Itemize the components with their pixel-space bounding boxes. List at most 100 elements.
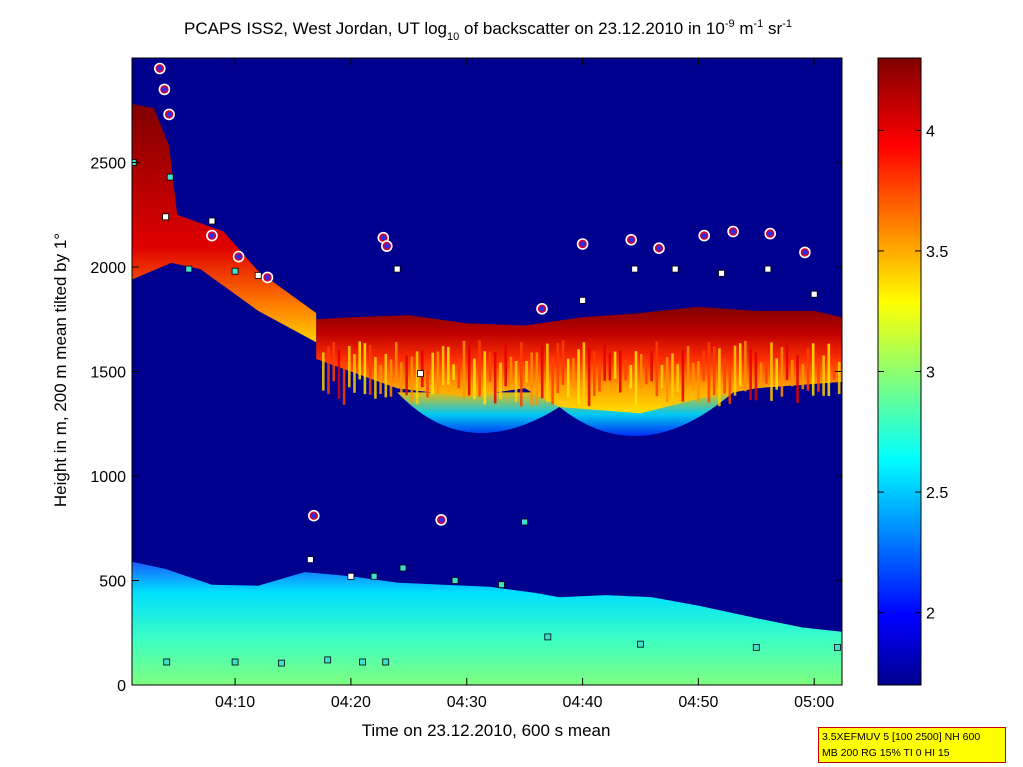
residual-layer-marker <box>231 658 239 666</box>
cloud-base-marker-core <box>767 231 773 237</box>
layer-top-marker <box>306 556 314 563</box>
backscatter-streak <box>421 350 424 388</box>
x-tick-label: 04:30 <box>447 694 487 711</box>
backscatter-streak <box>353 354 356 393</box>
residual-layer-marker <box>498 581 505 589</box>
cloud-base-marker-core <box>157 66 163 71</box>
backscatter-streak <box>452 364 455 380</box>
layer-top-marker <box>208 217 216 225</box>
residual-layer-marker <box>752 644 760 651</box>
backscatter-streak <box>540 345 544 399</box>
backscatter-streak <box>561 340 565 385</box>
backscatter-streak <box>603 343 606 381</box>
backscatter-streak <box>619 350 622 393</box>
residual-layer-marker <box>231 267 239 275</box>
layer-top-marker <box>416 370 424 378</box>
x-tick-label: 04:40 <box>563 694 603 711</box>
backscatter-streak <box>608 352 612 381</box>
residual-layer-marker <box>544 633 552 641</box>
colorbar-tick-label: 3.5 <box>926 244 948 261</box>
cloud-base-marker-core <box>384 243 390 249</box>
backscatter-streak <box>426 364 429 398</box>
backscatter-streak <box>624 359 627 381</box>
settings-info-box: 3.5XEFMUV 5 [100 2500] NH 600 MB 200 RG … <box>818 727 1006 763</box>
backscatter-streak <box>473 358 476 400</box>
residual-layer-marker <box>451 577 459 584</box>
backscatter-streak <box>467 345 471 396</box>
layer-top-marker <box>347 572 355 580</box>
backscatter-streak <box>483 351 487 405</box>
backscatter-streak <box>405 355 408 396</box>
y-axis: 0 500 1000 1500 2000 2500 <box>90 156 842 695</box>
y-axis-label: Height in m, 200 m mean tilted by 1° <box>51 233 70 507</box>
backscatter-streak <box>806 348 810 391</box>
backscatter-streak <box>822 355 825 396</box>
residual-layer-marker <box>399 564 407 572</box>
x-tick-label: 05:00 <box>794 694 834 711</box>
x-tick-label: 04:20 <box>331 694 371 711</box>
residual-layer-marker <box>277 659 285 667</box>
backscatter-streak <box>775 358 778 390</box>
backscatter-streak <box>368 344 372 395</box>
backscatter-streak <box>765 363 768 384</box>
layer-top-marker <box>631 265 639 273</box>
backscatter-streak <box>478 340 481 397</box>
backscatter-streak <box>535 352 539 406</box>
backscatter-streak <box>744 340 747 392</box>
backscatter-streak <box>332 342 335 382</box>
colorbar-tick-label: 2.5 <box>926 485 948 502</box>
backscatter-streak <box>738 343 742 386</box>
backscatter-streak <box>488 351 492 382</box>
backscatter-streak <box>697 361 700 402</box>
backscatter-streak <box>645 359 648 385</box>
backscatter-streaks <box>322 340 841 407</box>
layer-top-marker <box>718 269 725 277</box>
y-tick-label: 1000 <box>90 469 126 486</box>
backscatter-streak <box>400 362 403 394</box>
y-tick-label: 1500 <box>90 365 126 382</box>
backscatter-streak <box>686 346 690 386</box>
x-tick-label: 04:50 <box>678 694 718 711</box>
backscatter-streak <box>754 352 758 401</box>
backscatter-streak <box>551 355 554 405</box>
backscatter-streak <box>509 356 513 382</box>
cloud-base-marker-core <box>166 112 172 117</box>
colorbar: 2 2.5 3 3.5 4 <box>877 57 948 686</box>
layer-top-marker <box>162 213 170 221</box>
backscatter-streak <box>577 349 580 405</box>
backscatter-streak <box>780 347 784 397</box>
backscatter-streak <box>327 346 330 395</box>
cloud-base-marker-core <box>701 233 707 239</box>
backscatter-streak <box>337 350 341 399</box>
layer-top-marker <box>671 265 679 273</box>
residual-layer-marker <box>185 265 193 273</box>
backscatter-streak <box>634 351 638 405</box>
backscatter-streak <box>374 357 377 399</box>
layer-top-marker <box>579 296 586 304</box>
residual-layer-marker <box>521 518 528 526</box>
cloud-base-marker-core <box>380 235 386 241</box>
cloud-base-marker-core <box>209 233 215 239</box>
backscatter-streak <box>817 358 820 392</box>
backscatter-streak <box>457 358 461 389</box>
backscatter-streak <box>692 362 695 390</box>
x-tick-label: 04:10 <box>215 694 255 711</box>
cloud-base-marker-core <box>539 306 545 312</box>
settings-line-1: 3.5XEFMUV 5 [100 2500] NH 600 <box>822 731 981 743</box>
residual-layer-marker <box>324 656 332 664</box>
backscatter-streak <box>650 351 653 382</box>
backscatter-streak <box>770 342 773 401</box>
cloud-base-marker-core <box>265 275 270 280</box>
backscatter-streak <box>587 347 591 407</box>
residual-layer-marker <box>382 658 390 666</box>
backscatter-streak <box>827 343 831 396</box>
backscatter-streak <box>681 349 685 402</box>
cloud-base-marker-core <box>628 237 634 243</box>
early-aerosol-plume <box>132 103 317 343</box>
colorbar-scale <box>878 58 921 685</box>
cloud-base-marker-core <box>730 229 736 234</box>
backscatter-streak <box>514 361 518 403</box>
backscatter-streak <box>759 362 763 380</box>
residual-layer-marker <box>166 173 174 181</box>
